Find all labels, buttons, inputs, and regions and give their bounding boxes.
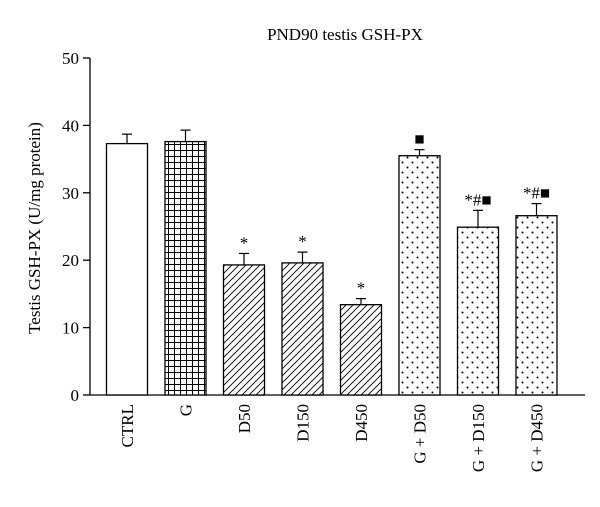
x-tick-label: D450 [352, 404, 371, 442]
y-tick-label: 40 [62, 116, 79, 135]
x-tick-label: G [177, 404, 196, 416]
bar [164, 140, 207, 396]
significance-annotation: * [298, 232, 307, 251]
y-tick-label: 30 [62, 184, 79, 203]
significance-annotation: *#■ [464, 190, 491, 209]
bar [515, 215, 558, 396]
y-tick-label: 10 [62, 319, 79, 338]
significance-annotation: *#■ [523, 184, 550, 203]
x-axis-tick-labels: CTRL G D50 D150 D450 G + D50 G + D150 G + D450 [118, 404, 547, 472]
x-tick-label: G + D450 [528, 404, 547, 472]
x-tick-label: G + D150 [469, 404, 488, 472]
y-tick-label: 50 [62, 49, 79, 68]
x-tick-label: CTRL [118, 404, 137, 447]
y-axis-label: Testis GSH-PX (U/mg protein) [25, 122, 44, 334]
bar [222, 264, 266, 396]
x-tick-label: G + D50 [411, 404, 430, 464]
bar [456, 226, 500, 396]
bars-group: * * * ■ *#■ *#■ [105, 129, 558, 396]
significance-annotation: * [357, 279, 366, 298]
x-tick-label: D150 [294, 404, 313, 442]
y-tick-label: 0 [71, 386, 80, 405]
bar [339, 304, 383, 396]
significance-annotation: * [240, 233, 249, 252]
bar [105, 142, 149, 396]
y-tick-label: 20 [62, 251, 79, 270]
bar [281, 262, 324, 396]
x-tick-label: D50 [235, 404, 254, 433]
bar [398, 155, 441, 396]
y-axis-ticks: 0 10 20 30 40 50 [62, 49, 90, 405]
significance-annotation: ■ [414, 130, 424, 149]
chart-title: PND90 testis GSH-PX [267, 25, 423, 44]
